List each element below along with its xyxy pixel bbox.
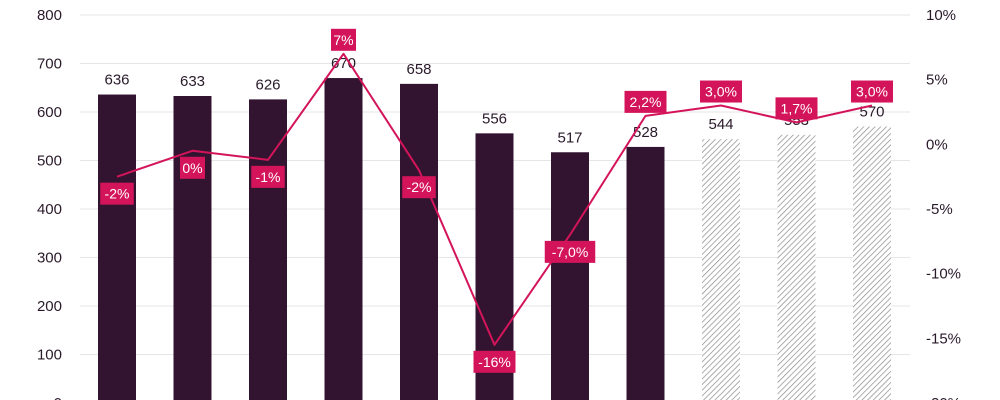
- y-tick-label: 300: [37, 250, 62, 267]
- y-tick-label: 200: [37, 298, 62, 315]
- change-label-box: [544, 240, 596, 263]
- change-label-box: [700, 80, 742, 103]
- bar-value-label: 633: [180, 73, 205, 90]
- change-line-series: -2% 0% -1% 7% -2% -16% -7,0% 2,2% 3,0% 1,7% 3,0%: [100, 28, 893, 373]
- y2-tick-label: 5%: [926, 72, 948, 89]
- change-label-box: [775, 97, 818, 120]
- change-label-box: [100, 182, 134, 205]
- bar: [400, 83, 438, 400]
- change-label: -2%: [407, 179, 432, 195]
- y-tick-label: 500: [37, 153, 62, 170]
- change-label: 0%: [182, 160, 202, 176]
- bar-value-label: 658: [406, 61, 431, 78]
- bar-value-label: 636: [104, 72, 129, 89]
- change-line: [116, 52, 873, 346]
- bar-value-label: 544: [708, 116, 733, 133]
- bar: [98, 94, 136, 400]
- bar: [249, 99, 287, 400]
- forecast-bar: [853, 126, 891, 400]
- change-label: -2%: [105, 186, 130, 202]
- y2-tick-label: -5%: [926, 201, 953, 218]
- change-label-box: [402, 176, 436, 199]
- axis-labels: 0 100 200 300 400 500 600 700 800 -20% -15% -10% -5%…: [37, 7, 961, 400]
- bar-value-label: 626: [255, 76, 280, 93]
- y-tick-label: 700: [37, 56, 62, 73]
- forecast-bar: [777, 134, 816, 400]
- change-label-box: [331, 28, 356, 51]
- change-label-box: [624, 90, 667, 113]
- bar: [551, 152, 589, 400]
- forecast-bar: [702, 139, 740, 400]
- change-label-box: [851, 80, 893, 103]
- y2-tick-label: -10%: [926, 266, 961, 283]
- change-label-box: [180, 156, 205, 179]
- change-label: -7,0%: [552, 244, 589, 260]
- change-label: 7%: [333, 32, 353, 48]
- y-tick-label: 400: [37, 201, 62, 218]
- change-label: 3,0%: [705, 84, 737, 100]
- change-label: -16%: [478, 354, 511, 370]
- bar: [626, 146, 665, 400]
- bar-value-label: 528: [633, 124, 658, 141]
- bar-value-label: 517: [557, 129, 582, 146]
- change-label: 3,0%: [856, 84, 888, 100]
- y-tick-label: 0: [54, 395, 62, 400]
- change-label: 1,7%: [781, 100, 813, 116]
- y2-tick-label: 10%: [926, 7, 956, 24]
- bar-value-label: 556: [482, 110, 507, 127]
- y-tick-label: 100: [37, 347, 62, 364]
- y-tick-label: 800: [37, 7, 62, 24]
- bar: [173, 95, 212, 400]
- change-label-box: [473, 350, 516, 373]
- bar-value-label: 670: [331, 55, 356, 72]
- change-label: 2,2%: [630, 94, 662, 110]
- change-label-box: [251, 165, 285, 188]
- change-label: -1%: [256, 169, 281, 185]
- bar: [324, 78, 363, 400]
- y2-tick-label: 0%: [926, 136, 948, 153]
- y2-tick-label: -20%: [926, 395, 961, 400]
- y2-tick-label: -15%: [926, 330, 961, 347]
- y-tick-label: 600: [37, 104, 62, 121]
